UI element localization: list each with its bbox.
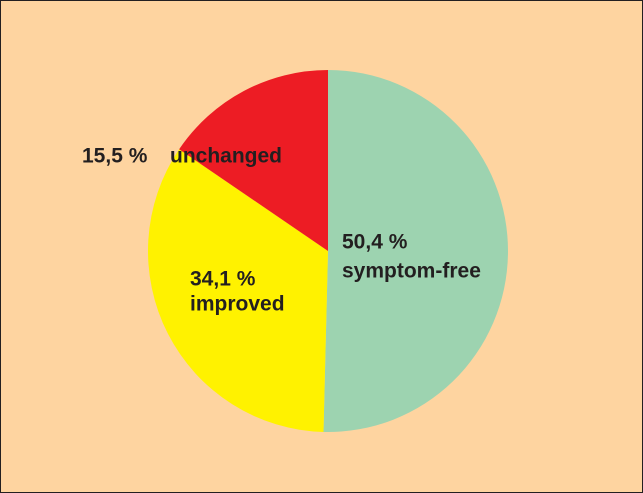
slice-category-label: improved	[190, 293, 285, 316]
pie-slice	[323, 70, 509, 433]
slice-value-label: 34,1 %	[190, 268, 256, 291]
slice-category-label: symptom-free	[342, 260, 481, 283]
slice-value-label: 15,5 %	[82, 145, 148, 168]
slice-category-label: unchanged	[170, 145, 282, 168]
pie-slice	[148, 149, 328, 432]
pie-slice	[179, 70, 328, 251]
slice-value-label: 50,4 %	[342, 231, 408, 254]
